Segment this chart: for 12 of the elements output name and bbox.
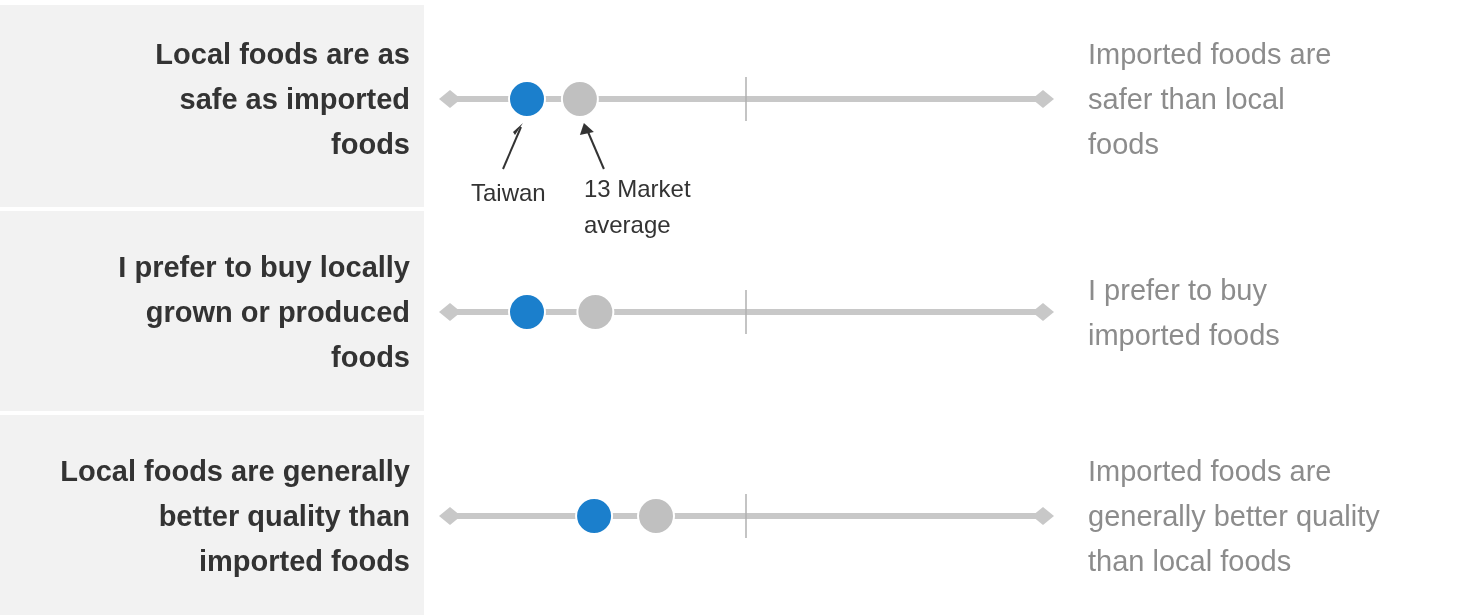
text: Imported foods are generally better quality than local foods [1088, 455, 1381, 577]
text: I prefer to buy imported foods [1088, 273, 1280, 351]
text: Taiwan [471, 178, 546, 206]
point [508, 80, 546, 118]
y-tick-label: Local foods are as safe as imported foods [155, 38, 410, 160]
text: 13 Market average [583, 174, 691, 238]
point [560, 80, 599, 118]
point [575, 497, 614, 535]
y-tick-label: I prefer to buy locally grown or produced foods [118, 251, 410, 373]
y-tick-label: Local foods are generally better quality than imported foods [60, 455, 410, 577]
point [637, 497, 675, 535]
text: Imported foods are safer than local foods [1088, 38, 1332, 160]
